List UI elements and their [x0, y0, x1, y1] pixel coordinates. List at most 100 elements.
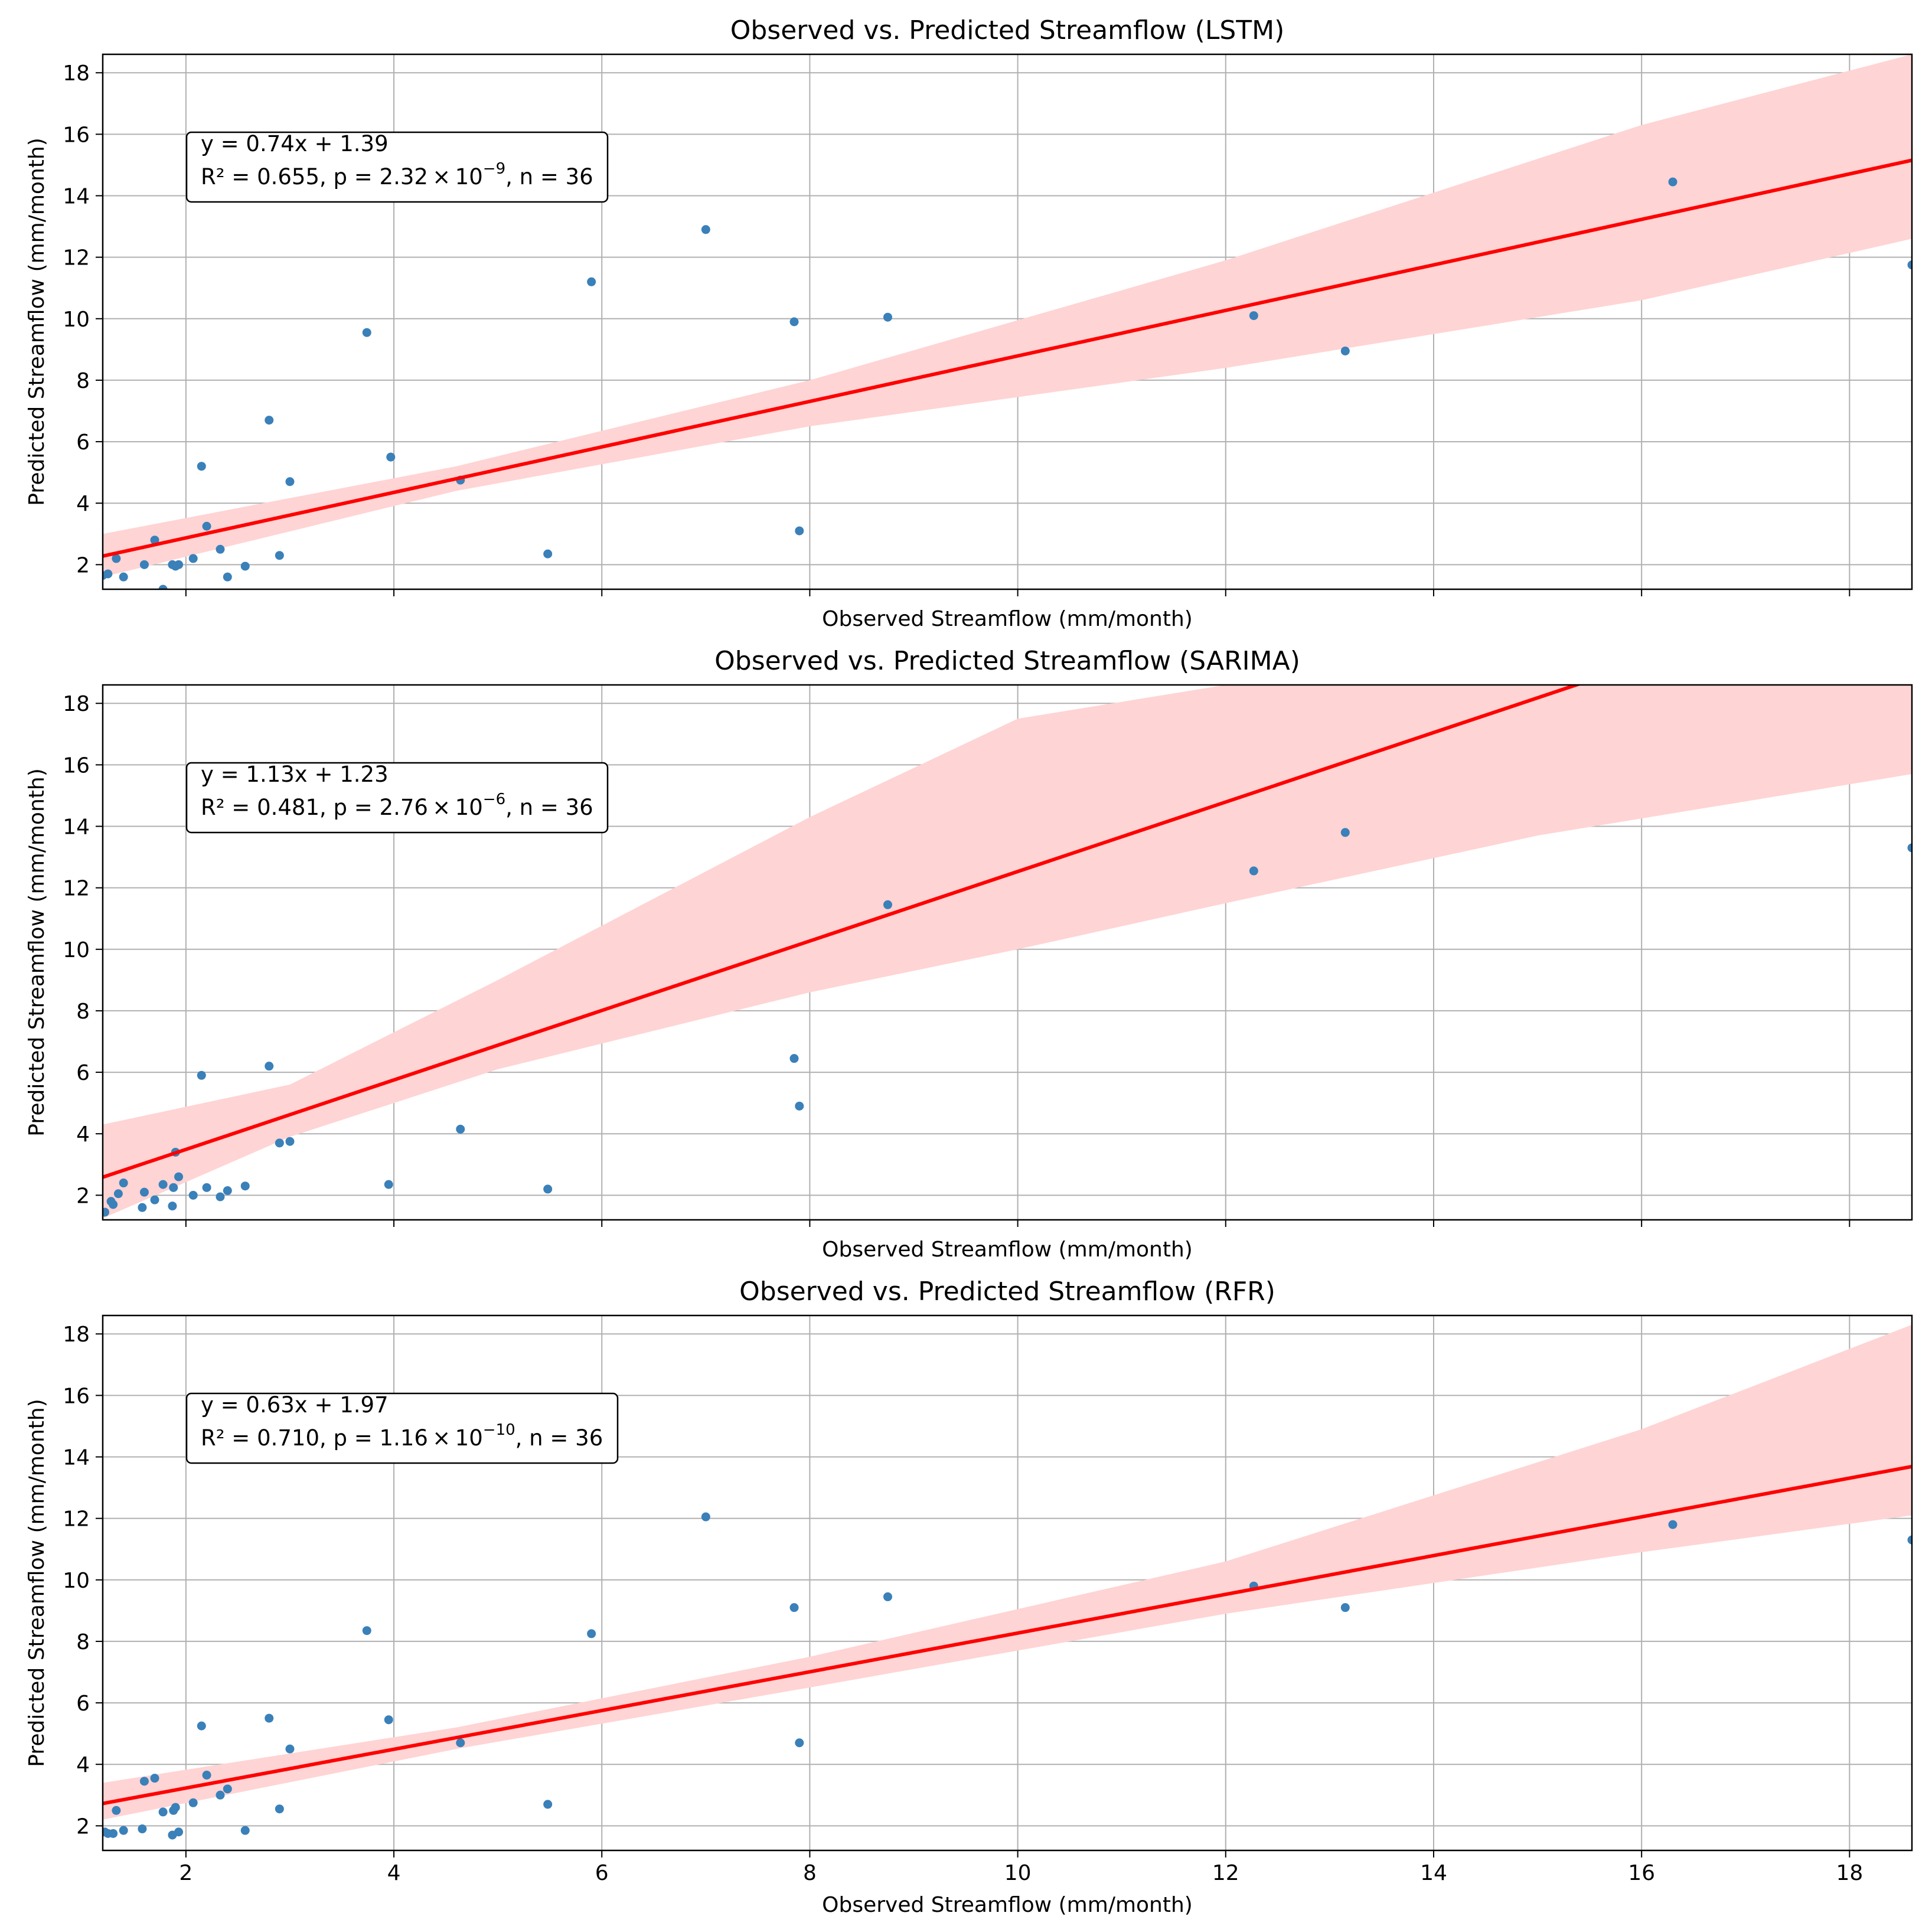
confidence-band — [103, 54, 1912, 577]
annotation-equation: y = 0.63x + 1.97 — [201, 1392, 389, 1418]
data-point — [795, 526, 804, 536]
y-tick-label: 14 — [63, 1446, 90, 1470]
data-point — [202, 1183, 211, 1192]
y-tick-label: 4 — [76, 1753, 90, 1777]
axes-frame — [102, 684, 1913, 1221]
data-point — [109, 1200, 118, 1209]
y-axis-label: Predicted Streamflow (mm/month) — [25, 1399, 49, 1767]
data-point — [188, 554, 198, 563]
data-point — [150, 536, 159, 545]
annotation-stats: R² = 0.710, p = 1.16 × 10−10, n = 36 — [201, 1421, 603, 1451]
y-tick-label: 14 — [63, 185, 90, 209]
data-point — [202, 1770, 211, 1780]
stats-annotation: y = 1.13x + 1.23 R² = 0.481, p = 2.76 × 1… — [185, 762, 609, 834]
regression-line — [103, 158, 1912, 558]
y-tick-label: 18 — [63, 61, 90, 86]
data-point — [150, 1195, 159, 1204]
data-point — [701, 225, 710, 234]
data-point — [197, 462, 206, 471]
data-point — [587, 1629, 596, 1638]
data-point — [168, 1202, 177, 1211]
data-point — [169, 1183, 178, 1192]
data-point — [265, 416, 274, 425]
x-tick-label: 12 — [1212, 1861, 1239, 1885]
data-point — [150, 1774, 159, 1783]
data-point — [216, 544, 225, 554]
x-tick-label: 18 — [1836, 1861, 1863, 1885]
data-point — [285, 1744, 295, 1754]
x-tick-label: 8 — [803, 1861, 817, 1885]
annotation-equation: y = 0.74x + 1.39 — [201, 131, 389, 156]
y-tick-label: 6 — [76, 1061, 90, 1085]
data-point — [456, 1124, 465, 1134]
x-axis-label: Observed Streamflow (mm/month) — [822, 607, 1193, 631]
confidence-band — [103, 685, 1912, 1219]
data-point — [174, 1172, 184, 1181]
data-point — [1907, 1535, 1912, 1545]
data-point — [883, 312, 892, 322]
data-point — [1340, 346, 1350, 355]
data-point — [1668, 177, 1678, 187]
y-tick-label: 4 — [76, 492, 90, 516]
x-axis-label: Observed Streamflow (mm/month) — [822, 1893, 1193, 1917]
data-point — [223, 1186, 232, 1196]
data-point — [285, 1137, 295, 1146]
data-point — [158, 585, 168, 589]
data-point — [171, 1803, 180, 1812]
chart-panel-2: 2 4 6 8 10 12 14 16 18 Observed vs. Predicted Str… — [25, 646, 1913, 1262]
data-point — [789, 1603, 799, 1612]
data-point — [543, 1800, 553, 1809]
data-point — [543, 1184, 553, 1194]
data-point — [386, 452, 396, 462]
x-tick-label: 14 — [1420, 1861, 1447, 1885]
x-tick-label: 6 — [595, 1861, 609, 1885]
data-point — [1249, 866, 1258, 876]
y-tick-label: 2 — [76, 1184, 90, 1208]
data-point — [158, 1180, 168, 1189]
data-point — [113, 1189, 123, 1199]
data-point — [174, 560, 184, 569]
data-point — [285, 477, 295, 487]
regression-line — [103, 1464, 1912, 1806]
data-point — [188, 1190, 198, 1200]
y-tick-label: 18 — [63, 1323, 90, 1347]
y-tick-label: 8 — [76, 369, 90, 393]
data-point — [587, 277, 596, 286]
chart-title: Observed vs. Predicted Streamflow (LSTM) — [730, 15, 1285, 45]
data-point — [1340, 828, 1350, 837]
chart-panel-1: 2 4 6 8 10 12 14 16 18 Observed vs. Predicted Str… — [25, 15, 1913, 631]
data-point — [265, 1713, 274, 1723]
data-point — [188, 1798, 198, 1807]
y-tick-label: 4 — [76, 1122, 90, 1147]
data-point — [701, 1512, 710, 1522]
x-tick-label: 4 — [387, 1861, 401, 1885]
y-tick-label: 12 — [63, 246, 90, 270]
y-tick-label: 12 — [63, 1507, 90, 1532]
data-point — [543, 549, 553, 559]
data-point — [240, 562, 250, 571]
data-point — [265, 1062, 274, 1071]
y-tick-label: 2 — [76, 1814, 90, 1839]
annotation-box — [185, 762, 609, 834]
data-point — [223, 572, 232, 582]
data-point — [1907, 843, 1912, 853]
data-point — [139, 1187, 149, 1197]
annotation-equation: y = 1.13x + 1.23 — [201, 762, 389, 787]
data-point — [103, 569, 113, 579]
data-point — [119, 1826, 128, 1835]
data-point — [223, 1784, 232, 1794]
y-tick-label: 6 — [76, 430, 90, 455]
x-tick-label: 10 — [1004, 1861, 1032, 1885]
data-point — [119, 1179, 128, 1188]
data-point — [275, 1138, 284, 1148]
annotation-stats: R² = 0.481, p = 2.76 × 10−6, n = 36 — [201, 791, 593, 820]
y-tick-label: 16 — [63, 753, 90, 778]
axes-frame — [102, 1314, 1913, 1852]
data-point — [216, 1790, 225, 1800]
data-point — [275, 551, 284, 560]
chart-title: Observed vs. Predicted Streamflow (SARIM… — [714, 646, 1300, 676]
data-point — [789, 1054, 799, 1063]
data-point — [197, 1721, 206, 1731]
data-point — [795, 1101, 804, 1111]
